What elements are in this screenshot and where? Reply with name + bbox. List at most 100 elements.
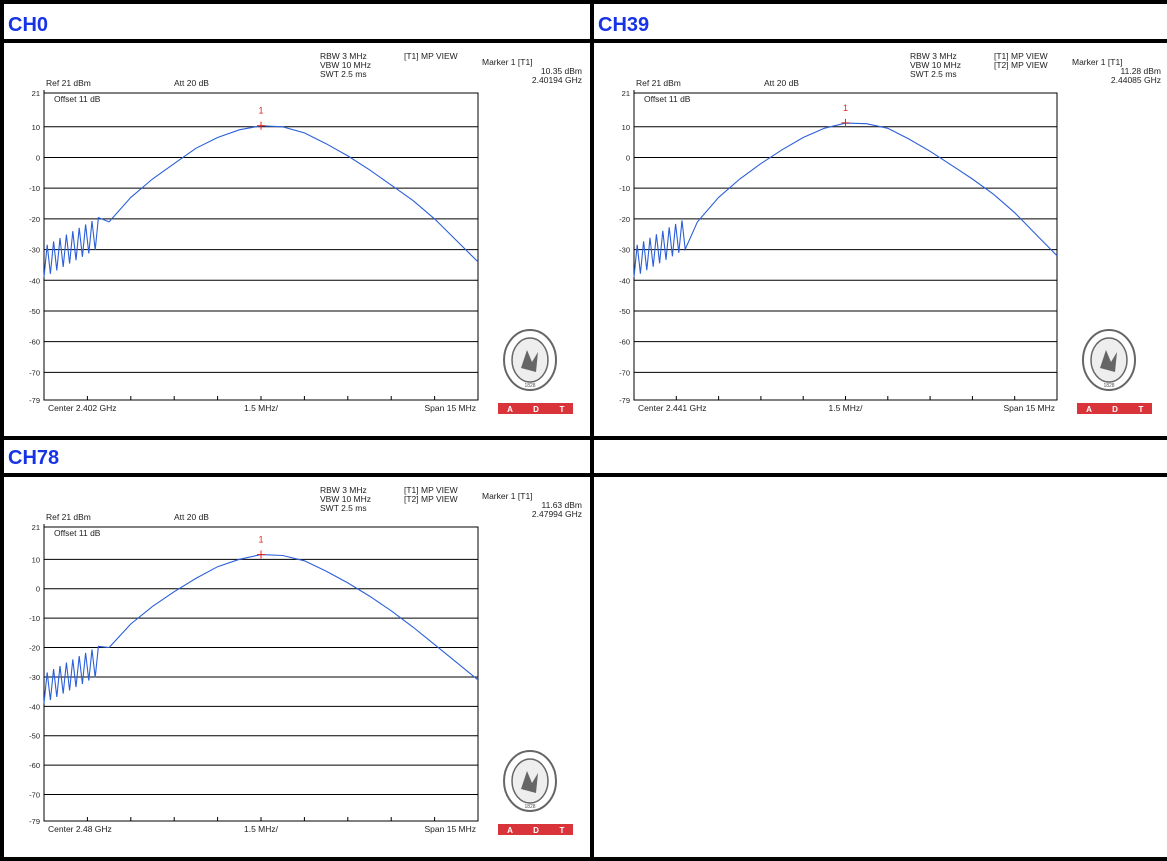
table-border-row3: [0, 473, 1167, 477]
y-tick-label: -79: [29, 396, 40, 405]
y-tick-label: -30: [29, 246, 40, 255]
division-label: 1.5 MHz/: [244, 403, 279, 413]
attenuation-label: Att 20 dB: [174, 512, 209, 522]
plot-frame: [43, 92, 479, 401]
rbw-label: RBW 3 MHz: [320, 485, 367, 495]
trace-line: [633, 122, 1058, 278]
certification-seal: 1828: [503, 329, 557, 391]
adt-badge-letter: D: [533, 405, 539, 414]
trace1-label: [T1] MP VIEW: [994, 51, 1048, 61]
adt-badge: [498, 403, 573, 414]
y-tick-label: -70: [29, 368, 40, 377]
y-tick-label: -30: [29, 673, 40, 682]
seal-year: 1828: [1103, 383, 1114, 389]
center-frequency-label: Center 2.48 GHz: [48, 824, 112, 834]
span-label: Span 15 MHz: [1004, 403, 1056, 413]
panel-title-ch78: CH78: [8, 447, 60, 469]
y-tick-label: 21: [622, 89, 630, 98]
swt-label: SWT 2.5 ms: [320, 69, 367, 79]
y-tick-label: -79: [29, 817, 40, 826]
y-tick-label: -60: [29, 338, 40, 347]
panel-title-ch0: CH0: [8, 14, 49, 36]
spectrum-plot-ch39: RBW 3 MHz VBW 10 MHz SWT 2.5 ms [T1] MP VIE…: [596, 45, 1167, 434]
division-label: 1.5 MHz/: [828, 403, 863, 413]
y-tick-label: -10: [29, 184, 40, 193]
marker-level: 11.28 dBm: [1121, 66, 1161, 76]
y-tick-label: 10: [32, 555, 40, 564]
trace-line: [43, 125, 479, 278]
adt-badge: [498, 824, 573, 835]
span-label: Span 15 MHz: [425, 824, 477, 834]
marker-level: 10.35 dBm: [541, 66, 582, 76]
marker-label: Marker 1 [T1]: [482, 491, 533, 501]
plot-frame: [43, 526, 479, 822]
table-border-top: [0, 0, 1167, 4]
y-tick-label: -20: [29, 644, 40, 653]
adt-badge: [1077, 403, 1152, 414]
adt-badge-letter: D: [1112, 405, 1118, 414]
adt-badge-letter: A: [507, 826, 513, 835]
adt-badge-letter: T: [560, 826, 565, 835]
marker-freq: 2.40194 GHz: [532, 75, 582, 85]
center-frequency-label: Center 2.402 GHz: [48, 403, 117, 413]
seal-year: 1828: [524, 383, 535, 389]
y-tick-label: -30: [619, 246, 630, 255]
adt-badge-letter: A: [507, 405, 513, 414]
attenuation-label: Att 20 dB: [174, 78, 209, 88]
trace1-label: [T1] MP VIEW: [404, 485, 458, 495]
y-tick-label: -70: [619, 368, 630, 377]
y-tick-label: 0: [36, 585, 40, 594]
trace2-label: [T2] MP VIEW: [994, 60, 1048, 70]
division-label: 1.5 MHz/: [244, 824, 279, 834]
marker-number: 1: [843, 103, 848, 113]
swt-label: SWT 2.5 ms: [910, 69, 957, 79]
y-tick-label: 0: [36, 153, 40, 162]
seal-figure: [1100, 350, 1117, 372]
y-tick-label: -50: [619, 307, 630, 316]
y-tick-label: -50: [29, 732, 40, 741]
adt-badge-letter: T: [560, 405, 565, 414]
seal-figure: [521, 350, 538, 372]
table-border-left: [0, 0, 4, 861]
ref-level-label: Ref 21 dBm: [636, 78, 681, 88]
table-border-row2: [0, 436, 1167, 440]
y-tick-label: -79: [619, 396, 630, 405]
panel-title-ch39: CH39: [598, 14, 650, 36]
marker-freq: 2.47994 GHz: [532, 509, 582, 519]
y-tick-label: -20: [619, 215, 630, 224]
y-tick-label: -50: [29, 307, 40, 316]
y-tick-label: 10: [622, 123, 630, 132]
marker-label: Marker 1 [T1]: [1072, 57, 1123, 67]
trace-line: [43, 554, 479, 704]
y-tick-label: -60: [619, 338, 630, 347]
marker-number: 1: [258, 535, 263, 545]
table-border-row1: [0, 39, 1167, 43]
offset-label: Offset 11 dB: [54, 94, 101, 104]
y-tick-label: -40: [29, 702, 40, 711]
seal-year: 1828: [524, 804, 535, 810]
marker-label: Marker 1 [T1]: [482, 57, 533, 67]
y-tick-label: -10: [619, 184, 630, 193]
offset-label: Offset 11 dB: [54, 528, 101, 538]
spectrum-plot-ch78: RBW 3 MHz VBW 10 MHz SWT 2.5 ms [T1] MP VIE…: [6, 479, 588, 855]
vbw-label: VBW 10 MHz: [320, 60, 371, 70]
table-border-bottom: [0, 857, 1167, 861]
adt-badge-letter: D: [533, 826, 539, 835]
trace2-label: [T2] MP VIEW: [404, 494, 458, 504]
center-frequency-label: Center 2.441 GHz: [638, 403, 707, 413]
rbw-label: RBW 3 MHz: [910, 51, 957, 61]
vbw-label: VBW 10 MHz: [910, 60, 961, 70]
ref-level-label: Ref 21 dBm: [46, 512, 91, 522]
marker-freq: 2.44085 GHz: [1111, 75, 1161, 85]
y-tick-label: 0: [626, 153, 630, 162]
y-tick-label: -40: [29, 276, 40, 285]
y-tick-label: 10: [32, 123, 40, 132]
ref-level-label: Ref 21 dBm: [46, 78, 91, 88]
span-label: Span 15 MHz: [425, 403, 477, 413]
vbw-label: VBW 10 MHz: [320, 494, 371, 504]
swt-label: SWT 2.5 ms: [320, 503, 367, 513]
y-tick-label: -10: [29, 614, 40, 623]
